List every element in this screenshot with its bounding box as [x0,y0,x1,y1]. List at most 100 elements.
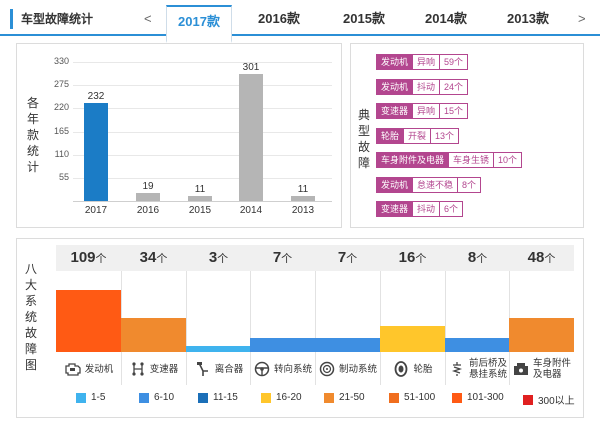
fault-component-tag[interactable]: 变速器 [376,103,414,119]
count-unit: 个 [156,253,168,265]
system-name-line: 及电器 [532,369,562,380]
system-name: 制动系统 [338,363,377,375]
system-label[interactable]: 发动机 [56,353,121,385]
fault-symptom-tag[interactable]: 抖动 [413,78,441,95]
system-column-brake-disc[interactable]: 7个制动系统 [315,245,380,387]
header-bar: 车型故障统计 < 2017款 2016款 2015款 2014款 2013款 > [0,0,600,43]
system-level-bar [121,318,186,352]
legend-swatch [76,392,86,403]
system-column-steering-wheel[interactable]: 7个 转向系统 [250,245,315,387]
legend-item: 16-20 [261,392,302,403]
legend-swatch [523,394,533,405]
fault-symptom-tag[interactable]: 车身生锈 [449,152,495,168]
legend-swatch [139,392,149,403]
system-name: 前后桥及 悬挂系统 [469,358,507,380]
brake-disc-icon [318,360,336,378]
fault-count-tag: 13个 [431,127,460,144]
system-label[interactable]: 前后桥及 悬挂系统 [445,353,510,385]
system-column-clutch[interactable]: 3个 离合器 [186,245,251,387]
fault-component-tag[interactable]: 发动机 [376,54,414,70]
system-fault-count: 7个 [315,245,380,271]
y-tick-label: 275 [53,79,69,89]
fault-component-tag[interactable]: 发动机 [376,78,414,95]
system-column-gearshift[interactable]: 34个 变速器 [121,245,186,387]
fault-symptom-tag[interactable]: 怠速不稳 [413,176,459,193]
bar-2013 [291,196,315,201]
fault-component-tag[interactable]: 车身附件及电器 [376,152,450,168]
fault-symptom-tag[interactable]: 开裂 [404,127,432,144]
fault-symptom-tag[interactable]: 异响 [413,54,441,70]
system-label[interactable]: 变速器 [121,353,186,385]
y-tick-label: 165 [53,126,69,136]
page-title: 车型故障统计 [10,9,93,29]
system-label[interactable]: 转向系统 [250,353,315,385]
x-tick-label: 2013 [291,205,315,216]
legend-item: 300以上 [523,392,575,407]
tab-2013[interactable]: 2013款 [507,11,549,26]
x-tick-label: 2017 [84,205,108,216]
system-column-suspension[interactable]: 8个前后桥及 悬挂系统 [445,245,510,387]
count-number: 7 [272,249,282,266]
legend-label: 51-100 [404,392,436,403]
legend-swatch [324,392,334,403]
fault-component-tag[interactable]: 变速器 [376,201,414,217]
system-label[interactable]: 离合器 [186,353,251,385]
count-number: 8 [467,249,477,266]
system-column-tire[interactable]: 16个 轮胎 [380,245,445,387]
legend-swatch [389,392,399,403]
system-label[interactable]: 制动系统 [315,353,380,385]
fault-component-tag[interactable]: 发动机 [376,176,414,193]
system-label[interactable]: 车身附件 及电器 [509,353,574,385]
prev-arrow[interactable]: < [144,11,152,26]
system-level-bar [445,338,510,352]
column-divider [186,245,187,385]
fault-item[interactable]: 变速器 抖动 6个 [376,201,464,217]
y-gridline [73,178,332,179]
bar-2017 [84,103,108,201]
y-tick-label: 330 [53,56,69,66]
bar-value-label: 301 [242,62,260,73]
bar-value-label: 11 [297,184,309,195]
fault-item[interactable]: 车身附件及电器 车身生锈 10个 [376,152,523,168]
bar-2016 [136,193,160,201]
system-level-bar [56,290,121,352]
engine-icon [64,360,82,378]
tab-2014[interactable]: 2014款 [425,11,467,26]
fault-item[interactable]: 发动机 怠速不稳 8个 [376,176,482,193]
count-unit: 个 [346,253,358,265]
fault-item[interactable]: 发动机 抖动 24个 [376,78,469,95]
tab-2015[interactable]: 2015款 [343,11,385,26]
fault-count-tag: 59个 [440,54,469,70]
system-level-bar [250,338,315,352]
tab-2016[interactable]: 2016款 [258,11,300,26]
level-legend: 1-5 6-10 11-15 16-20 21-50 51-100 101-300 300以上 [60,392,600,407]
bar-value-label: 19 [142,181,154,192]
x-tick-label: 2015 [188,205,212,216]
fault-symptom-tag[interactable]: 抖动 [413,201,441,217]
system-name-line: 前后桥及 [468,358,507,369]
fault-count-tag: 24个 [440,78,469,95]
column-divider [315,245,316,385]
fault-symptom-tag[interactable]: 异响 [413,103,441,119]
system-column-engine[interactable]: 109个发动机 [56,245,121,387]
count-number: 48 [527,249,545,266]
fault-item[interactable]: 变速器 异响 15个 [376,103,469,119]
legend-item: 6-10 [139,392,174,403]
system-label[interactable]: 轮胎 [380,353,445,385]
next-arrow[interactable]: > [578,11,586,26]
fault-item[interactable]: 轮胎 开裂 13个 [376,127,460,144]
system-name: 轮胎 [413,363,433,375]
legend-swatch [261,392,271,403]
y-tick-label: 110 [54,149,69,159]
tab-2017[interactable]: 2017款 [166,5,232,43]
count-unit: 个 [544,253,556,265]
fault-item[interactable]: 发动机 异响 59个 [376,54,469,70]
system-column-car-body[interactable]: 48个车身附件 及电器 [509,245,574,387]
fault-component-tag[interactable]: 轮胎 [376,127,405,144]
legend-label: 11-15 [213,392,238,403]
system-fault-count: 8个 [445,245,510,271]
legend-item: 11-15 [198,392,238,403]
legend-label: 21-50 [339,392,365,403]
legend-label: 16-20 [276,392,302,403]
system-fault-count: 109个 [56,245,121,271]
